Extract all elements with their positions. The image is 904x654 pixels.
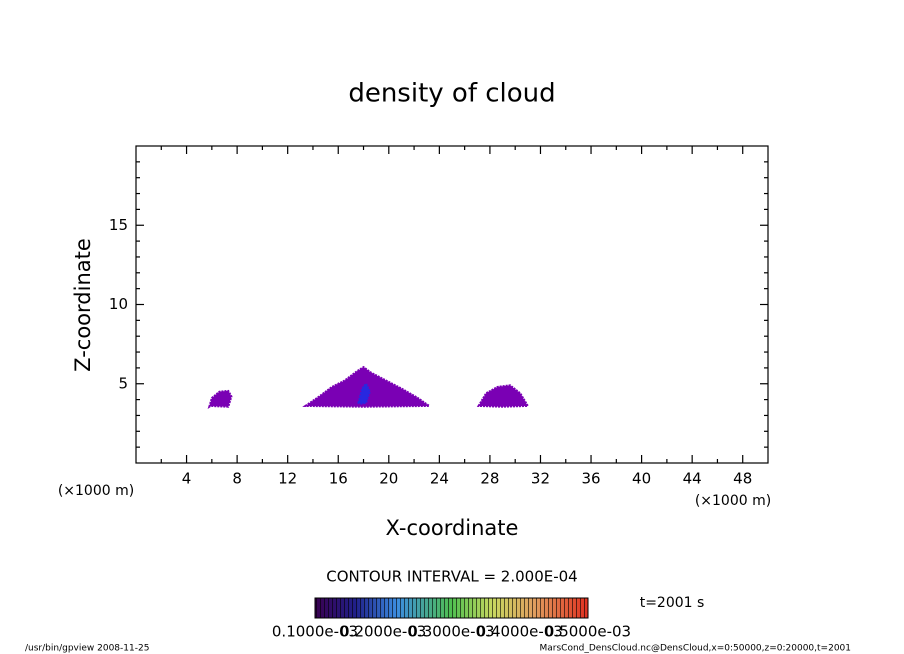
- x-tick-label: 8: [232, 470, 242, 488]
- footer-right: MarsCond_DensCloud.nc@DensCloud,x=0:5000…: [540, 644, 852, 654]
- colorbar-label: 0.1000e-03: [272, 623, 358, 641]
- x-tick-label: 32: [531, 470, 550, 488]
- x-axis-label: X-coordinate: [386, 516, 519, 540]
- x-tick-label: 28: [480, 470, 499, 488]
- x-unit-label: (×1000 m): [695, 493, 771, 509]
- footer-left: /usr/bin/gpview 2008-11-25: [25, 644, 149, 654]
- contour-interval: CONTOUR INTERVAL = 2.000E-04: [326, 568, 577, 586]
- colorbar-label: 0.4000e-03: [477, 623, 563, 641]
- colorbar-label: 0.5000e-03: [545, 623, 631, 641]
- colorbar-stripes: [315, 598, 588, 618]
- plot-frame: [135, 145, 769, 464]
- x-tick-label: 16: [329, 470, 348, 488]
- x-tick-label: 44: [683, 470, 702, 488]
- contour-region: [357, 381, 371, 405]
- x-tick-label: 12: [278, 470, 297, 488]
- y-tick-label: 15: [109, 216, 128, 234]
- x-tick-label: 36: [581, 470, 600, 488]
- contour-region: [207, 389, 233, 409]
- x-tick-label: 24: [430, 470, 449, 488]
- contour-region: [476, 384, 530, 408]
- x-tick-label: 20: [379, 470, 398, 488]
- plot-area: [207, 365, 530, 409]
- x-tick-label: 40: [632, 470, 651, 488]
- x-tick-label: 4: [182, 470, 192, 488]
- chart-title: density of cloud: [348, 79, 555, 109]
- colorbar-label: 0.3000e-03: [408, 623, 494, 641]
- time-label: t=2001 s: [640, 595, 705, 611]
- y-tick-label: 10: [109, 295, 128, 313]
- colorbar-label: 0.2000e-03: [340, 623, 426, 641]
- y-axis-label: Z-coordinate: [71, 238, 95, 372]
- y-tick-label: 5: [118, 374, 128, 392]
- x-unit-label: (×1000 m): [58, 483, 134, 499]
- x-tick-label: 48: [733, 470, 752, 488]
